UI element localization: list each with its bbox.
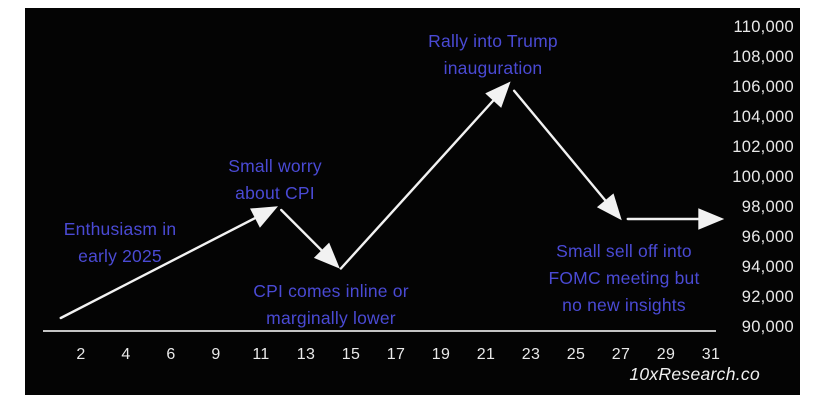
annotation-cpi-inline: CPI comes inline or marginally lower [253,278,409,332]
watermark: 10xResearch.co [629,364,760,384]
x-tick-label: 6 [166,346,176,363]
x-tick-label: 2 [76,346,86,363]
y-tick-label: 94,000 [741,258,794,276]
x-tick-label: 17 [386,346,406,363]
y-tick-label: 92,000 [741,288,794,306]
chart-panel: Enthusiasm in early 2025 Small worry about … [25,8,800,395]
annotation-line: early 2025 [78,246,162,266]
y-tick-label: 106,000 [732,78,794,96]
x-tick-label: 25 [566,346,586,363]
y-tick-label: 98,000 [741,198,794,216]
y-tick-label: 110,000 [733,18,794,36]
y-tick-label: 102,000 [732,138,794,156]
annotation-line: inauguration [443,58,543,78]
y-tick-label: 90,000 [741,318,794,336]
annotation-line: FOMC meeting but [548,268,700,288]
annotation-line: no new insights [562,295,686,315]
x-tick-label: 9 [211,346,221,363]
price-path-segment [280,208,340,269]
price-path-segment [59,206,279,320]
x-tick-label: 19 [431,346,451,363]
price-path-segment [339,81,511,270]
annotation-enthusiasm: Enthusiasm in early 2025 [64,216,177,270]
annotation-line: marginally lower [266,308,396,328]
annotation-line: about CPI [235,183,315,203]
x-tick-label: 29 [656,346,676,363]
y-tick-label: 96,000 [741,228,794,246]
x-tick-label: 21 [476,346,496,363]
x-tick-label: 13 [296,346,316,363]
annotation-line: CPI comes inline or [253,281,409,301]
annotation-line: Rally into Trump [428,31,558,51]
x-tick-label: 15 [341,346,361,363]
x-tick-label: 11 [252,346,270,363]
annotation-line: Enthusiasm in [63,219,177,239]
price-path-plot [43,81,725,332]
x-tick-label: 4 [121,346,131,363]
y-tick-label: 104,000 [732,108,794,126]
annotation-trump-rally: Rally into Trump inauguration [428,28,558,82]
annotation-fomc-selloff: Small sell off into FOMC meeting but no ne… [548,238,699,319]
x-tick-label: 23 [521,346,541,363]
y-tick-label: 100,000 [732,168,794,186]
x-tick-label: 27 [611,346,631,363]
x-tick-label: 31 [701,346,721,363]
y-tick-label: 108,000 [732,48,794,66]
price-path-segment [512,89,622,221]
annotation-cpi-worry: Small worry about CPI [228,153,322,207]
annotation-line: Small worry [228,156,322,176]
annotation-line: Small sell off into [556,241,692,261]
